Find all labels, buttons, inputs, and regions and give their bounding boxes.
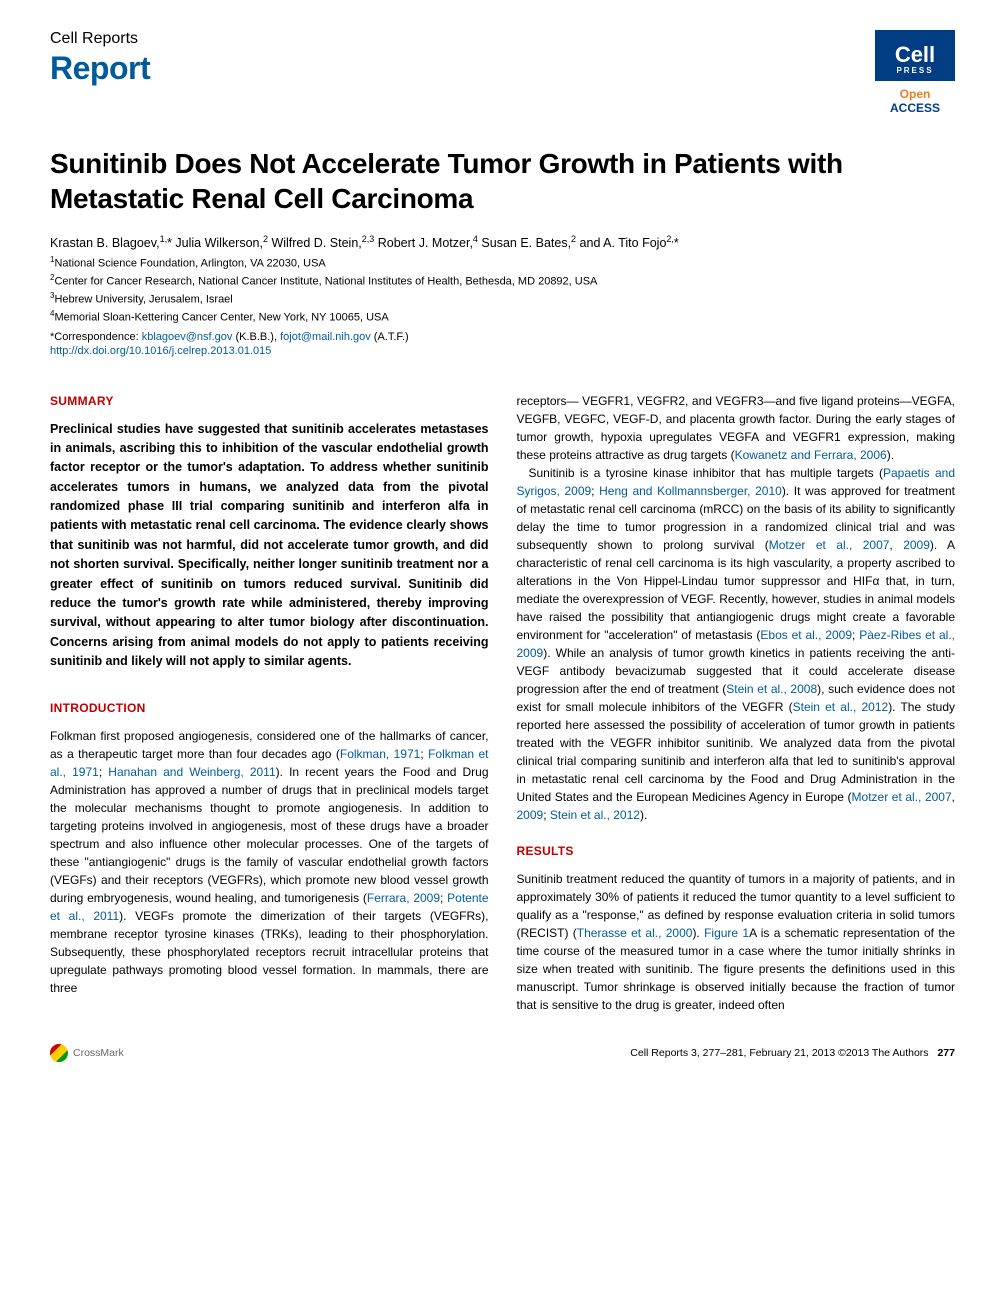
introduction-heading: INTRODUCTION [50,699,489,717]
correspondence-person-1: (K.B.B.), [232,331,280,343]
open-access-label: Open ACCESS [875,87,955,116]
citation-link[interactable]: 2009 [517,808,544,822]
affiliations: 1National Science Foundation, Arlington,… [50,254,955,327]
left-column: SUMMARY Preclinical studies have suggest… [50,392,489,1014]
content-columns: SUMMARY Preclinical studies have suggest… [50,392,955,1014]
author-list: Krastan B. Blagoev,1,* Julia Wilkerson,2… [50,234,955,250]
access-text: ACCESS [890,101,940,115]
correspondence: *Correspondence: kblagoev@nsf.gov (K.B.B… [50,331,955,343]
citation-link[interactable]: Ebos et al., 2009 [760,628,852,642]
correspondence-person-2: (A.T.F.) [371,331,409,343]
affiliation-4: 4Memorial Sloan-Kettering Cancer Center,… [50,308,955,326]
results-heading: RESULTS [517,842,956,860]
citation-link[interactable]: Therasse et al., 2000 [577,926,693,940]
correspondence-prefix: *Correspondence: [50,331,142,343]
journal-block: Cell Reports Report [50,30,150,87]
citation-link[interactable]: Kowanetz and Ferrara, 2006 [735,448,887,462]
open-text: Open [900,87,931,101]
intro-paragraph-1: Folkman first proposed angiogenesis, con… [50,727,489,997]
correspondence-email-1[interactable]: kblagoev@nsf.gov [142,331,233,343]
figure-link[interactable]: Figure 1 [704,926,749,940]
citation-link[interactable]: Motzer et al., 2007 [769,538,890,552]
citation-link[interactable]: Motzer et al., 2007 [852,790,952,804]
col2-paragraph-1: receptors— VEGFR1, VEGFR2, and VEGFR3—an… [517,392,956,464]
doi-link[interactable]: http://dx.doi.org/10.1016/j.celrep.2013.… [50,345,955,357]
citation-link[interactable]: Stein et al., 2012 [793,700,889,714]
page-citation: Cell Reports 3, 277–281, February 21, 20… [630,1047,955,1059]
cell-press-badge: Cell PRESS [875,30,955,81]
badge-name: Cell [895,42,935,67]
summary-heading: SUMMARY [50,392,489,410]
citation-link[interactable]: Hanahan and Weinberg, 2011 [108,765,275,779]
page-footer: CrossMark Cell Reports 3, 277–281, Febru… [50,1044,955,1062]
crossmark-icon [50,1044,68,1062]
citation-link[interactable]: Folkman, 1971 [340,747,420,761]
header: Cell Reports Report Cell PRESS Open ACCE… [50,30,955,116]
publisher-badge-area: Cell PRESS Open ACCESS [875,30,955,116]
page-number: 277 [937,1047,955,1059]
badge-sub: PRESS [885,66,945,75]
article-type: Report [50,50,150,87]
citation-link[interactable]: 2009 [903,538,930,552]
citation-text: Cell Reports 3, 277–281, February 21, 20… [630,1047,928,1059]
citation-link[interactable]: Ferrara, 2009 [367,891,440,905]
citation-link[interactable]: Stein et al., 2008 [726,682,817,696]
summary-text: Preclinical studies have suggested that … [50,420,489,672]
affiliation-3: 3Hebrew University, Jerusalem, Israel [50,290,955,308]
affiliation-2: 2Center for Cancer Research, National Ca… [50,272,955,290]
crossmark-badge[interactable]: CrossMark [50,1044,124,1062]
correspondence-email-2[interactable]: fojot@mail.nih.gov [280,331,371,343]
col2-paragraph-2: Sunitinib is a tyrosine kinase inhibitor… [517,464,956,824]
right-column: receptors— VEGFR1, VEGFR2, and VEGFR3—an… [517,392,956,1014]
citation-link[interactable]: Heng and Kollmannsberger, 2010 [599,484,782,498]
affiliation-1: 1National Science Foundation, Arlington,… [50,254,955,272]
crossmark-label: CrossMark [73,1047,124,1059]
results-paragraph-1: Sunitinib treatment reduced the quantity… [517,870,956,1014]
article-title: Sunitinib Does Not Accelerate Tumor Grow… [50,146,955,216]
citation-link[interactable]: Stein et al., 2012 [550,808,640,822]
journal-name: Cell Reports [50,30,150,48]
